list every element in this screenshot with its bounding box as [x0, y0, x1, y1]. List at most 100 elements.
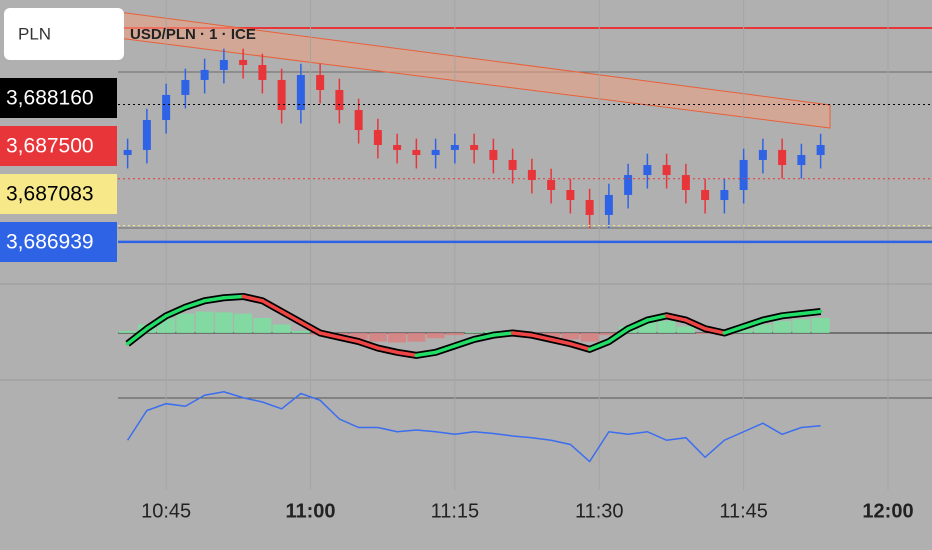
symbol-box[interactable] — [4, 8, 124, 60]
histogram-bar — [291, 330, 310, 333]
candle-body — [720, 190, 729, 201]
candle-body — [316, 75, 325, 90]
candle-body — [123, 149, 132, 156]
oscillator-segment — [299, 320, 322, 335]
oscillator-segment — [222, 294, 245, 300]
oscillator-segment — [125, 326, 149, 346]
histogram-bar — [118, 330, 137, 333]
histogram-bar — [214, 312, 233, 333]
candle-body — [450, 145, 459, 150]
oscillator-segment — [337, 335, 361, 344]
oscillator-segment — [799, 309, 823, 316]
candle-body — [797, 155, 806, 166]
candle-body — [643, 165, 652, 176]
candle-body — [624, 175, 633, 195]
line — [126, 391, 821, 463]
histogram-bar — [561, 333, 580, 340]
oscillator-segment — [260, 299, 284, 314]
oscillator-segment — [433, 344, 457, 355]
oscillator-segment — [414, 350, 438, 358]
candle-body — [296, 75, 305, 111]
candle-body — [604, 194, 613, 215]
plot-area — [118, 0, 932, 490]
oscillator-segment — [472, 333, 496, 342]
candle-body — [354, 110, 363, 131]
price-badge — [0, 78, 117, 118]
histogram-bar — [465, 332, 484, 333]
x-tick-label: 11:45 — [719, 500, 768, 522]
oscillator-segment — [780, 311, 804, 318]
candle-body — [162, 94, 171, 121]
histogram-bar — [657, 320, 676, 333]
candle-body — [585, 200, 594, 215]
oscillator-segment — [703, 326, 727, 335]
oscillator-segment — [684, 318, 707, 331]
oscillator-segment — [453, 337, 476, 348]
histogram-bar — [676, 326, 695, 333]
oscillator-segment — [568, 342, 592, 352]
histogram-bar — [445, 333, 464, 336]
oscillator-segment — [164, 305, 188, 318]
candle-body — [566, 190, 575, 201]
oscillator-segment — [395, 350, 419, 358]
oscillator-segment — [491, 331, 515, 337]
candle-body — [142, 120, 151, 150]
oscillator-segment — [145, 314, 168, 331]
price-label: 3,686939 — [6, 231, 94, 254]
price-badge — [0, 126, 117, 166]
histogram-bar — [599, 333, 618, 336]
oscillator-segment — [587, 339, 611, 352]
price-badge — [0, 222, 117, 262]
candle-body — [258, 65, 267, 80]
oscillator-segment — [722, 324, 746, 335]
oscillator-segment — [241, 294, 265, 303]
candle-body — [335, 89, 344, 111]
candle-body — [239, 59, 248, 66]
x-tick-label: 12:00 — [862, 500, 913, 522]
oscillator-segment — [664, 314, 688, 322]
oscillator-segment — [607, 326, 630, 344]
oscillator-segment — [183, 299, 207, 309]
histogram-bar — [580, 333, 599, 342]
candle-body — [701, 190, 710, 201]
oscillator-segment — [761, 314, 784, 322]
histogram-bar — [407, 333, 426, 342]
oscillator-segment — [549, 337, 573, 346]
histogram-bar — [272, 324, 291, 333]
histogram-bar — [753, 324, 772, 333]
candle-body — [393, 145, 402, 150]
candle-body — [277, 79, 286, 111]
histogram-bar — [368, 333, 387, 342]
oscillator-segment — [741, 318, 765, 329]
oscillator-segment — [279, 309, 303, 324]
candle-body — [489, 149, 498, 160]
oscillator-segment — [626, 318, 650, 331]
histogram-bar — [773, 320, 792, 333]
symbol: PLN — [18, 24, 51, 43]
oscillator-segment — [202, 295, 226, 303]
price-label: 3,687083 — [6, 183, 94, 206]
histogram-bar — [349, 333, 368, 340]
candle-body — [181, 79, 190, 95]
oscillator-segment — [318, 331, 342, 340]
oscillator-segment — [510, 331, 534, 337]
candle-body — [739, 159, 748, 190]
candle-body — [547, 179, 556, 190]
histogram-bar — [253, 317, 272, 333]
chart-title: USD/PLN · 1 · ICE — [130, 26, 256, 43]
candle-body — [470, 145, 479, 150]
histogram-bar — [388, 333, 407, 343]
candle-body — [778, 149, 787, 166]
candle-body — [758, 149, 767, 160]
candle-body — [681, 175, 690, 190]
histogram-bar — [734, 328, 753, 333]
candle-body — [431, 149, 440, 156]
histogram-bar — [696, 333, 715, 334]
histogram-bar — [234, 313, 253, 333]
x-tick-label: 11:30 — [575, 500, 624, 522]
candle-body — [200, 69, 209, 80]
x-tick-label: 11:15 — [431, 500, 480, 522]
histogram-bar — [638, 322, 657, 333]
